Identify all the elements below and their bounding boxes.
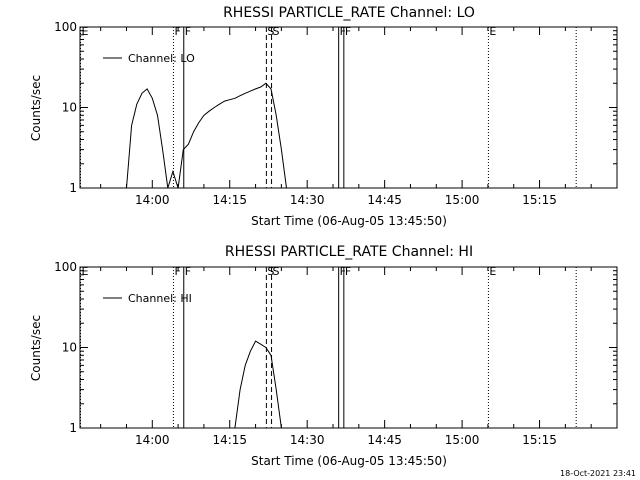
event-marker-label: E: [489, 265, 496, 278]
event-marker-label: S: [267, 265, 274, 278]
event-marker-label: E: [82, 25, 89, 38]
event-marker-label: F: [340, 25, 346, 38]
legend-label: Channel: LO: [128, 52, 195, 65]
x-tick-label: 14:15: [212, 193, 247, 207]
y-axis-label: Counts/sec: [29, 315, 43, 381]
x-tick-label: 14:45: [367, 433, 402, 447]
panel-hi: RHESSI PARTICLE_RATE Channel: HI Start T…: [29, 244, 618, 468]
footer-timestamp: 18-Oct-2021 23:41: [560, 469, 636, 478]
event-marker-label: F: [185, 265, 191, 278]
series-line: [234, 340, 282, 429]
x-tick-label: 15:15: [522, 433, 557, 447]
chart-title: RHESSI PARTICLE_RATE Channel: LO: [223, 5, 475, 21]
event-marker-label: S: [273, 265, 280, 278]
x-tick-label: 15:00: [445, 193, 480, 207]
x-axis-label: Start Time (06-Aug-05 13:45:50): [251, 214, 447, 228]
y-axis-label: Counts/sec: [29, 75, 43, 141]
event-marker-label: S: [267, 25, 274, 38]
x-tick-label: 14:30: [290, 193, 325, 207]
event-marker-label: E: [489, 25, 496, 38]
y-tick-label: 1: [69, 181, 77, 195]
x-tick-label: 14:15: [212, 433, 247, 447]
chart-title: RHESSI PARTICLE_RATE Channel: HI: [225, 244, 473, 260]
y-tick-label: 10: [62, 341, 77, 355]
x-tick-label: 14:00: [135, 193, 170, 207]
y-tick-label: 100: [54, 20, 77, 34]
event-marker-label: S: [273, 25, 280, 38]
event-marker-label: F: [345, 25, 351, 38]
x-tick-label: 14:00: [135, 433, 170, 447]
x-axis-label: Start Time (06-Aug-05 13:45:50): [251, 454, 447, 468]
y-tick-label: 1: [69, 421, 77, 435]
event-marker-label: F: [345, 265, 351, 278]
x-tick-label: 15:00: [445, 433, 480, 447]
event-marker-label: F: [185, 25, 191, 38]
event-marker-label: E: [82, 265, 89, 278]
y-tick-label: 10: [62, 101, 77, 115]
legend-label: Channel: HI: [128, 292, 192, 305]
x-tick-label: 14:45: [367, 193, 402, 207]
event-marker-label: F: [174, 265, 180, 278]
y-tick-label: 100: [54, 260, 77, 274]
event-marker-label: F: [174, 25, 180, 38]
panel-lo: RHESSI PARTICLE_RATE Channel: LO Start T…: [29, 5, 618, 228]
series-line: [126, 82, 287, 189]
x-tick-label: 14:30: [290, 433, 325, 447]
x-tick-label: 15:15: [522, 193, 557, 207]
event-marker-label: F: [340, 265, 346, 278]
